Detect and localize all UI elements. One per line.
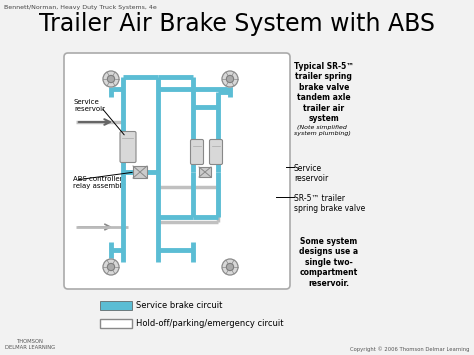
Text: Trailer Air Brake System with ABS: Trailer Air Brake System with ABS: [39, 12, 435, 36]
Circle shape: [103, 259, 119, 275]
FancyBboxPatch shape: [191, 140, 203, 164]
FancyBboxPatch shape: [120, 131, 136, 163]
Circle shape: [108, 263, 115, 271]
Bar: [100, 301, 132, 310]
Text: SR-5™ trailer
spring brake valve: SR-5™ trailer spring brake valve: [294, 194, 365, 213]
Circle shape: [108, 75, 115, 83]
Text: Copyright © 2006 Thomson Delmar Learning: Copyright © 2006 Thomson Delmar Learning: [350, 346, 470, 352]
FancyBboxPatch shape: [210, 140, 222, 164]
Text: THOMSON
DELMAR LEARNING: THOMSON DELMAR LEARNING: [5, 339, 55, 350]
Bar: [100, 319, 132, 328]
Text: Typical SR-5™
trailer spring
brake valve
tandem axle
trailer air
system: Typical SR-5™ trailer spring brake valve…: [294, 62, 354, 123]
Text: Service
reservoir: Service reservoir: [74, 99, 105, 112]
Circle shape: [227, 263, 234, 271]
Text: Some system
designs use a
single two-
compartment
reservoir.: Some system designs use a single two- co…: [299, 237, 358, 288]
Text: ABS controller/
relay assembly: ABS controller/ relay assembly: [73, 176, 126, 189]
Circle shape: [222, 259, 238, 275]
Text: Bennett/Norman, Heavy Duty Truck Systems, 4e: Bennett/Norman, Heavy Duty Truck Systems…: [4, 5, 157, 10]
Text: Service brake circuit: Service brake circuit: [136, 301, 222, 310]
FancyBboxPatch shape: [199, 167, 211, 177]
Text: Service
reservoir: Service reservoir: [294, 164, 328, 184]
Circle shape: [222, 71, 238, 87]
Text: (Note simplified
system plumbing): (Note simplified system plumbing): [294, 125, 351, 136]
Circle shape: [103, 71, 119, 87]
Text: Hold-off/parking/emergency circuit: Hold-off/parking/emergency circuit: [136, 319, 283, 328]
FancyBboxPatch shape: [64, 53, 290, 289]
Circle shape: [227, 75, 234, 83]
FancyBboxPatch shape: [133, 166, 147, 178]
